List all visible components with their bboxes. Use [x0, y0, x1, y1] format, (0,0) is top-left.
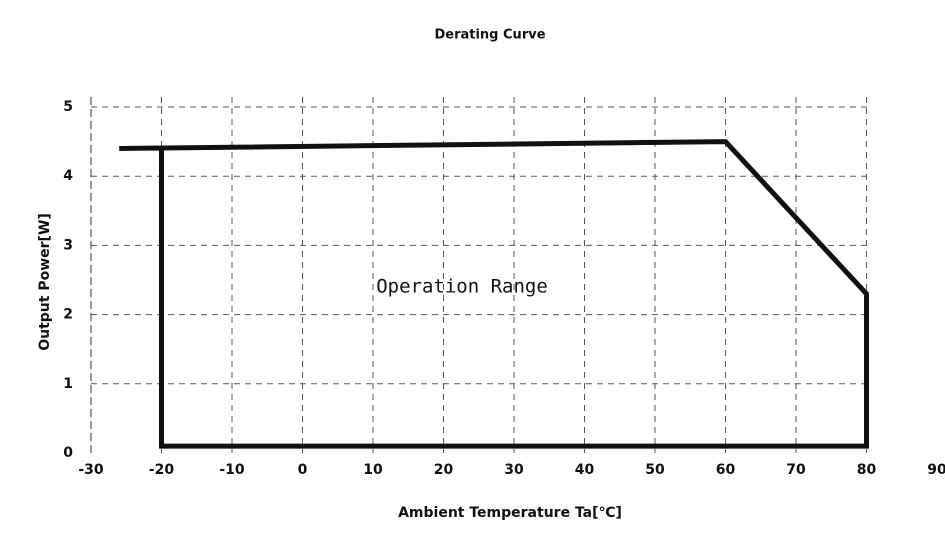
x-tick-label: 40	[575, 462, 595, 478]
x-tick-label: 80	[857, 462, 877, 478]
x-tick-label: 60	[716, 462, 736, 478]
x-tick-label: 30	[504, 462, 524, 478]
y-tick-label: 5	[63, 99, 73, 115]
x-tick-label: -10	[219, 462, 245, 478]
derating-line	[119, 139, 869, 449]
y-axis-label: Output Power[W]	[37, 213, 53, 351]
y-tick-label: 4	[63, 168, 73, 184]
annotation: Operation Range	[376, 276, 548, 298]
y-tick-label: 2	[63, 307, 73, 323]
x-tick-label: 90	[927, 462, 945, 478]
y-tick-label: 3	[63, 237, 73, 253]
x-tick-label: -20	[149, 462, 175, 478]
x-tick-label: 50	[645, 462, 665, 478]
y-tick-label: 0	[63, 445, 73, 461]
x-tick-label: 70	[786, 462, 806, 478]
x-axis-label: Ambient Temperature Ta[℃]	[398, 505, 622, 521]
x-tick-label: 0	[298, 462, 308, 478]
x-tick-label: 10	[363, 462, 383, 478]
y-tick-label: 1	[63, 376, 73, 392]
x-tick-label: 20	[434, 462, 454, 478]
x-tick-label: -30	[78, 462, 104, 478]
chart-title: Derating Curve	[434, 28, 545, 43]
